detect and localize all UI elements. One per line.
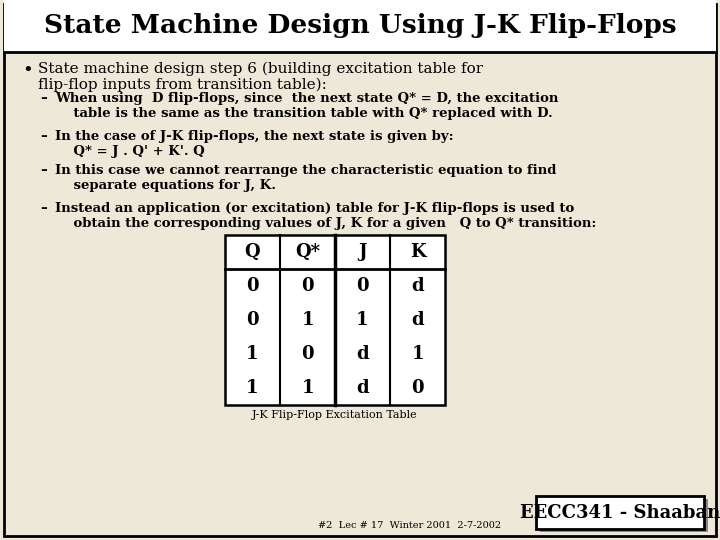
Text: flip-flop inputs from transition table):: flip-flop inputs from transition table): [38, 78, 327, 92]
Text: In this case we cannot rearrange the characteristic equation to find
    separat: In this case we cannot rearrange the cha… [55, 164, 557, 192]
Text: –: – [40, 202, 47, 215]
Text: When using  D flip-flops, since  the next state Q* = D, the excitation
    table: When using D flip-flops, since the next … [55, 92, 559, 120]
Text: –: – [40, 164, 47, 177]
Text: 0: 0 [246, 311, 258, 329]
Text: –: – [40, 130, 47, 143]
Bar [4, 0, 716, 52]
Text: State machine design step 6 (building excitation table for: State machine design step 6 (building ex… [38, 62, 483, 76]
Text: EECC341 - Shaaban: EECC341 - Shaaban [520, 503, 720, 522]
Text: #2  Lec # 17  Winter 2001  2-7-2002: #2 Lec # 17 Winter 2001 2-7-2002 [318, 521, 502, 530]
Text: 1: 1 [301, 379, 314, 397]
Bar [225, 235, 445, 405]
Text: –: – [40, 92, 47, 105]
Text: 1: 1 [356, 311, 369, 329]
Text: 0: 0 [301, 345, 314, 363]
Text: d: d [356, 379, 369, 397]
Text: 0: 0 [246, 277, 258, 295]
Text: K: K [410, 243, 426, 261]
Text: d: d [356, 345, 369, 363]
Bar [536, 496, 704, 529]
Text: d: d [411, 277, 424, 295]
Text: In the case of J-K flip-flops, the next state is given by:
    Q* = J . Q' + K'.: In the case of J-K flip-flops, the next … [55, 130, 454, 158]
Text: d: d [411, 311, 424, 329]
Text: 0: 0 [356, 277, 369, 295]
Text: 1: 1 [246, 345, 258, 363]
Text: J-K Flip-Flop Excitation Table: J-K Flip-Flop Excitation Table [252, 410, 418, 420]
Text: Q: Q [245, 243, 261, 261]
Text: Instead an application (or excitation) table for J-K flip-flops is used to
    o: Instead an application (or excitation) t… [55, 202, 596, 230]
Text: •: • [22, 62, 32, 80]
Text: J: J [359, 243, 366, 261]
Text: 1: 1 [246, 379, 258, 397]
Text: 1: 1 [411, 345, 424, 363]
Text: 0: 0 [411, 379, 424, 397]
Text: Q*: Q* [295, 243, 320, 261]
Bar [225, 235, 445, 405]
Text: State Machine Design Using J-K Flip-Flops: State Machine Design Using J-K Flip-Flop… [44, 14, 676, 38]
Text: 1: 1 [301, 311, 314, 329]
Text: 0: 0 [301, 277, 314, 295]
Bar [540, 499, 708, 532]
